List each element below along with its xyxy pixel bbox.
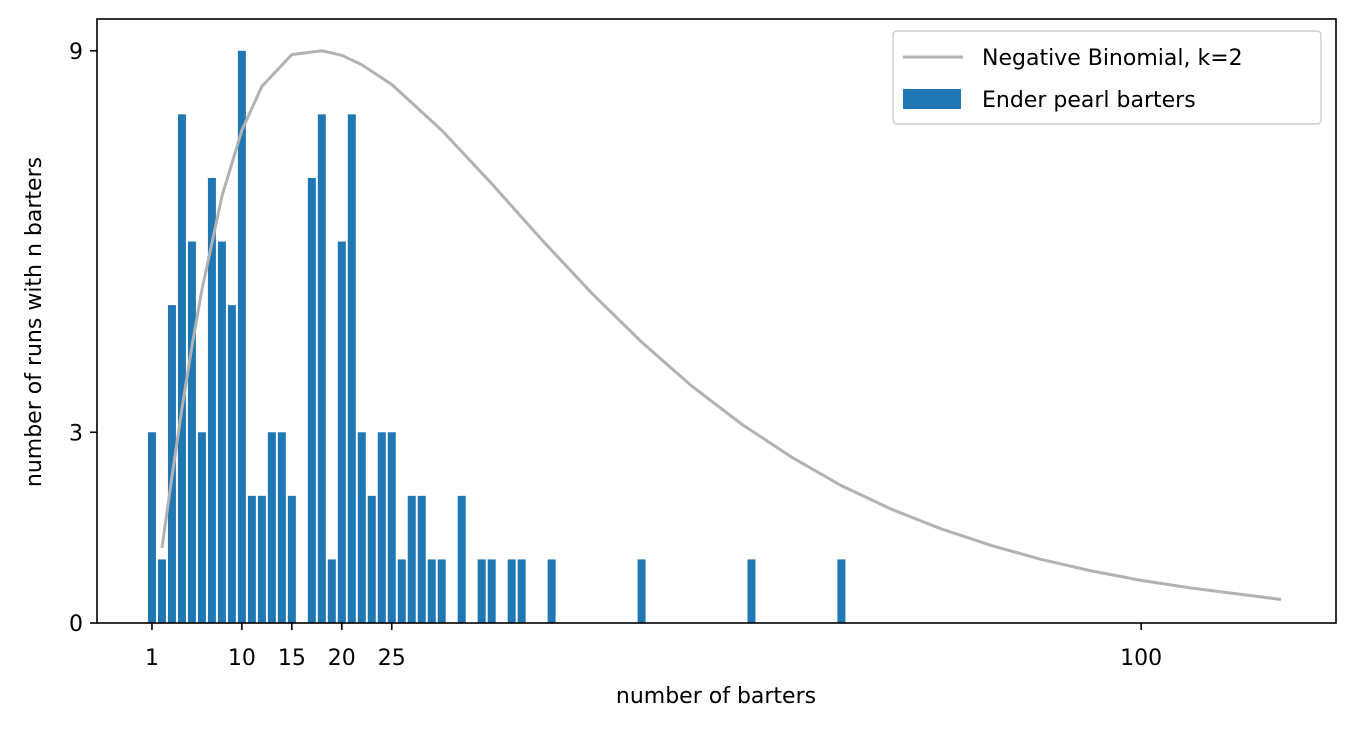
bar-n-23	[367, 495, 376, 623]
bar-n-2	[157, 559, 166, 623]
bar-n-13	[267, 432, 276, 623]
x-tick-label-20: 20	[328, 646, 356, 671]
x-tick-label-10: 10	[228, 646, 256, 671]
bar-n-10	[237, 50, 246, 623]
x-tick-label-15: 15	[278, 646, 306, 671]
bar-n-50	[637, 559, 646, 623]
bar-n-18	[317, 114, 326, 624]
legend: Negative Binomial, k=2 Ender pearl barte…	[892, 30, 1322, 125]
bar-n-1	[147, 432, 156, 623]
bar-series	[147, 50, 846, 624]
bar-n-3	[167, 305, 176, 623]
legend-bar-label: Ender pearl barters	[982, 88, 1196, 113]
legend-box	[892, 30, 1322, 125]
bar-n-29	[427, 559, 436, 623]
bar-n-26	[397, 559, 406, 623]
bar-n-15	[287, 495, 296, 623]
legend-bar-swatch	[903, 89, 961, 109]
bar-n-41	[547, 559, 556, 623]
bar-n-22	[357, 432, 366, 623]
bar-n-34	[477, 559, 486, 623]
negative-binomial-line	[160, 49, 1282, 601]
bar-n-5	[187, 241, 196, 624]
bar-n-25	[387, 432, 396, 623]
x-tick-label-1: 1	[145, 646, 159, 671]
bar-n-28	[417, 495, 426, 623]
x-axis-ticks: 1 10 15 20 25 100	[145, 623, 1162, 671]
bar-n-32	[457, 495, 466, 623]
y-tick-label-3: 3	[69, 421, 83, 446]
y-axis-label: number of runs with n barters	[22, 157, 47, 487]
legend-line-label: Negative Binomial, k=2	[982, 46, 1243, 71]
bar-n-12	[257, 495, 266, 623]
x-tick-label-100: 100	[1120, 646, 1162, 671]
bar-n-8	[217, 241, 226, 624]
bar-n-20	[337, 241, 346, 624]
bar-n-37	[507, 559, 516, 623]
y-axis-ticks: 0 3 9	[69, 40, 97, 637]
bar-n-17	[307, 177, 316, 623]
bar-n-6	[197, 432, 206, 623]
bar-n-9	[227, 305, 236, 623]
bar-n-35	[487, 559, 496, 623]
bar-n-70	[837, 559, 846, 623]
bar-n-21	[347, 114, 356, 624]
bar-n-4	[177, 114, 186, 624]
bar-n-38	[517, 559, 526, 623]
plot-frame	[96, 18, 1337, 624]
x-tick-label-25: 25	[378, 646, 406, 671]
bar-n-24	[377, 432, 386, 623]
bar-n-19	[327, 559, 336, 623]
y-tick-label-0: 0	[69, 612, 83, 637]
bar-n-14	[277, 432, 286, 623]
bar-n-30	[437, 559, 446, 623]
bar-n-27	[407, 495, 416, 623]
bar-n-7	[207, 177, 216, 623]
x-axis-label: number of barters	[616, 684, 816, 709]
bar-n-61	[747, 559, 756, 623]
y-tick-label-9: 9	[69, 40, 83, 65]
bar-n-11	[247, 495, 256, 623]
